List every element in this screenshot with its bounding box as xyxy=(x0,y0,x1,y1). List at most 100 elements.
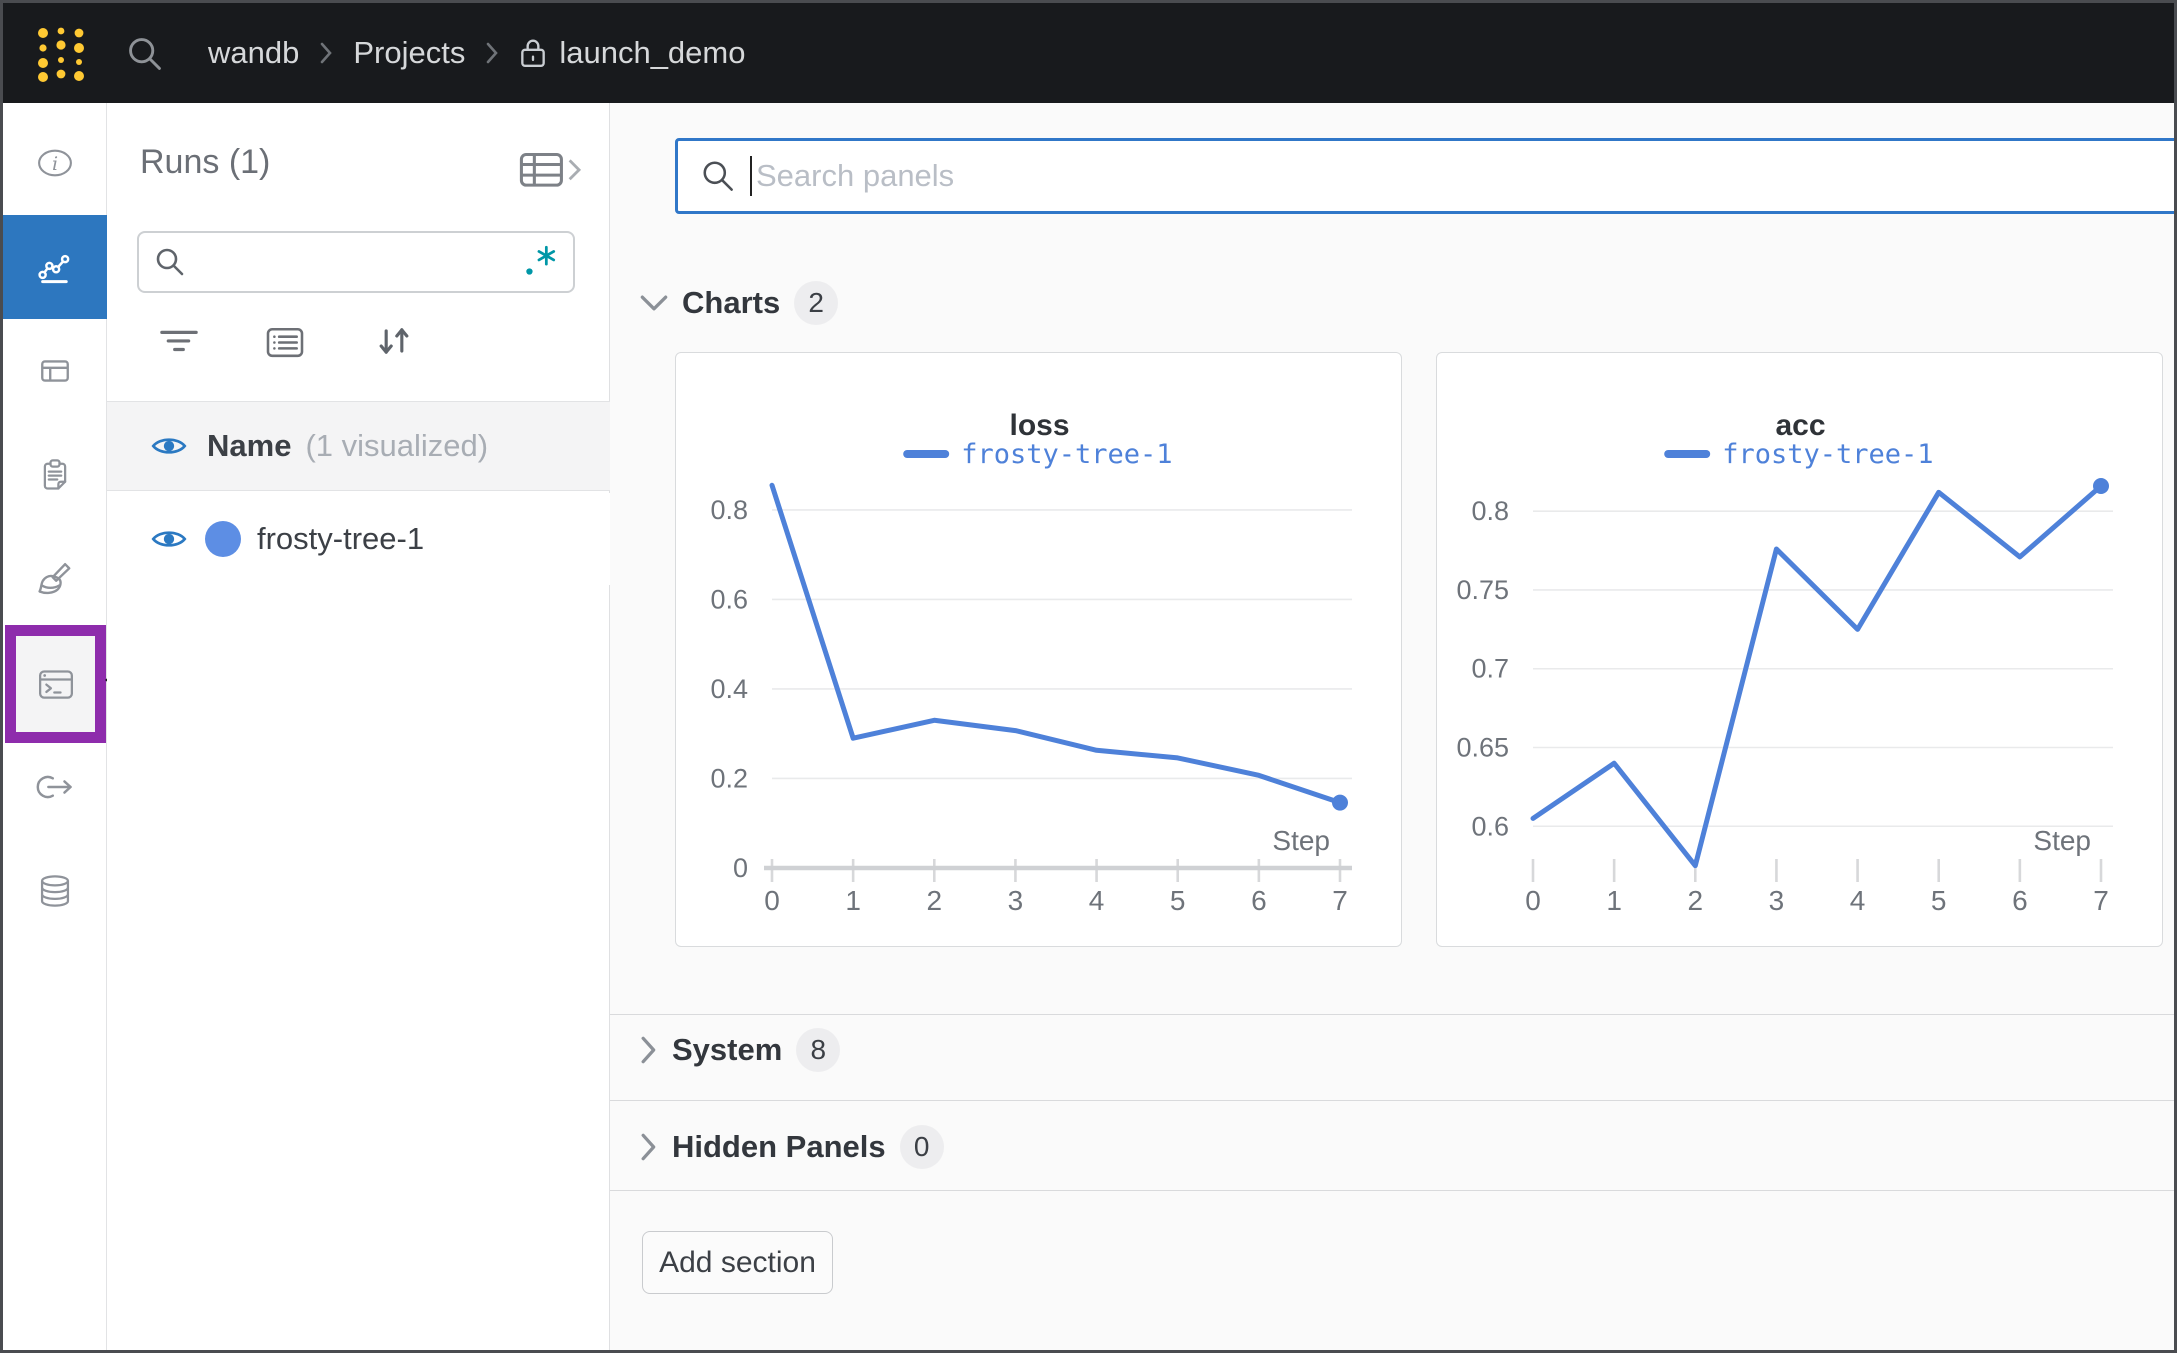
legend-label: frosty-tree-1 xyxy=(961,439,1172,470)
x-tick-label: 6 xyxy=(1251,885,1267,916)
jobs-terminal-icon xyxy=(36,667,76,701)
workspace-chart-icon xyxy=(36,249,74,285)
link-arrow-icon xyxy=(35,772,75,802)
info-icon: i xyxy=(37,146,73,180)
x-tick-label: 2 xyxy=(926,885,942,916)
x-tick-label: 3 xyxy=(1008,885,1024,916)
series-end-marker xyxy=(1332,795,1348,811)
sidebar-item-runs-table[interactable] xyxy=(3,319,107,423)
sort-icon[interactable] xyxy=(375,323,413,359)
search-icon xyxy=(153,245,187,279)
runs-list-header: Name (1 visualized) xyxy=(107,401,610,491)
section-header-system[interactable]: System 8 xyxy=(640,1028,840,1072)
chevron-right-icon xyxy=(640,1133,658,1161)
wandb-app-window: wandb Projects launch_demo xyxy=(0,0,2177,1353)
panel-card-acc[interactable]: 0.60.650.70.750.801234567Stepaccfrosty-t… xyxy=(1436,352,2163,947)
y-tick-label: 0 xyxy=(733,853,748,883)
x-axis-title: Step xyxy=(2033,825,2091,856)
global-search-icon[interactable] xyxy=(125,34,165,74)
y-tick-label: 0.6 xyxy=(710,584,748,614)
breadcrumb-separator-icon xyxy=(485,41,499,65)
section-label-system: System xyxy=(672,1032,782,1068)
x-tick-label: 6 xyxy=(2012,885,2028,916)
workspace-main: Charts 2 00.20.40.60.801234567Steplossfr… xyxy=(610,103,2177,1353)
runs-header-visualized: (1 visualized) xyxy=(305,428,488,464)
y-tick-label: 0.75 xyxy=(1456,575,1509,605)
sidebar-item-sweeps[interactable] xyxy=(3,527,107,631)
section-header-hidden-panels[interactable]: Hidden Panels 0 xyxy=(640,1125,944,1169)
list-view-icon[interactable] xyxy=(265,325,305,359)
section-divider xyxy=(610,1190,2177,1191)
y-tick-label: 0.65 xyxy=(1456,733,1509,763)
regex-toggle-icon[interactable] xyxy=(521,243,559,281)
x-tick-label: 7 xyxy=(2093,885,2109,916)
x-tick-label: 4 xyxy=(1089,885,1105,916)
x-tick-label: 0 xyxy=(764,885,780,916)
panel-card-loss[interactable]: 0 0.2 0.4 0.6 0.8 0 1 2 3 4 5 6 7Step lossfrosty-tree… xyxy=(675,352,1402,947)
series-line xyxy=(1533,486,2101,866)
add-section-button[interactable]: Add section xyxy=(642,1231,833,1294)
sidebar-item-workspace[interactable] xyxy=(3,215,107,319)
broom-icon xyxy=(36,560,74,598)
run-visibility-eye-icon[interactable] xyxy=(151,526,187,552)
sidebar-item-artifacts[interactable] xyxy=(3,839,107,943)
breadcrumb: wandb Projects launch_demo xyxy=(208,3,745,103)
section-divider xyxy=(610,1100,2177,1101)
x-tick-label: 4 xyxy=(1850,885,1866,916)
visibility-eye-icon[interactable] xyxy=(151,433,187,459)
section-count-badge: 8 xyxy=(796,1028,840,1072)
y-tick-label: 0.4 xyxy=(710,674,748,704)
section-count-badge: 2 xyxy=(794,281,838,325)
x-tick-label: 7 xyxy=(1332,885,1348,916)
breadcrumb-projects[interactable]: Projects xyxy=(353,35,465,71)
section-label-hidden-panels: Hidden Panels xyxy=(672,1129,886,1165)
runs-panel: Runs (1) xyxy=(107,103,610,1353)
legend-label: frosty-tree-1 xyxy=(1722,439,1933,470)
jobs-highlight-box[interactable] xyxy=(5,625,106,743)
section-label-charts: Charts xyxy=(682,285,780,321)
run-color-dot[interactable] xyxy=(205,521,241,557)
panel-search-box[interactable] xyxy=(675,138,2177,214)
run-row[interactable]: frosty-tree-1 xyxy=(107,493,610,585)
runs-table-expand-button[interactable] xyxy=(519,151,585,191)
x-axis-title: Step xyxy=(1272,825,1330,856)
y-tick-label: 0.7 xyxy=(1471,654,1509,684)
runs-search-box[interactable] xyxy=(137,231,575,293)
chart-title: loss xyxy=(1009,409,1069,442)
wandb-logo[interactable] xyxy=(31,23,91,83)
y-tick-label: 0.2 xyxy=(710,763,748,793)
filter-icon[interactable] xyxy=(159,327,199,357)
sidebar-item-overview[interactable]: i xyxy=(3,111,107,215)
runs-header-label: Name xyxy=(207,428,291,464)
chevron-right-icon xyxy=(640,1036,658,1064)
chevron-down-icon xyxy=(640,294,668,312)
x-tick-label: 1 xyxy=(1606,885,1622,916)
runs-search-input[interactable] xyxy=(187,245,521,280)
run-name[interactable]: frosty-tree-1 xyxy=(257,521,424,557)
section-count-badge: 0 xyxy=(900,1125,944,1169)
clipboard-icon xyxy=(37,457,73,493)
section-divider xyxy=(610,1014,2177,1015)
x-tick-label: 0 xyxy=(1525,885,1541,916)
loss-chart: 0 0.2 0.4 0.6 0.8 0 1 2 3 4 5 6 7Step lossfrosty-tree… xyxy=(676,353,1403,948)
series-line xyxy=(772,485,1340,802)
runs-panel-title: Runs (1) xyxy=(140,143,270,182)
y-tick-label: 0.6 xyxy=(1471,811,1509,841)
sidebar-item-automations[interactable] xyxy=(3,735,107,839)
database-icon xyxy=(37,873,73,909)
section-header-charts[interactable]: Charts 2 xyxy=(640,281,838,325)
x-tick-label: 5 xyxy=(1170,885,1186,916)
table-icon xyxy=(37,354,73,388)
x-tick-label: 3 xyxy=(1769,885,1785,916)
sidebar-item-reports[interactable] xyxy=(3,423,107,527)
acc-chart: 0.60.650.70.750.801234567Stepaccfrosty-t… xyxy=(1437,353,2164,948)
breadcrumb-team[interactable]: wandb xyxy=(208,35,299,71)
svg-text:i: i xyxy=(52,153,58,175)
chart-title: acc xyxy=(1775,409,1825,442)
top-bar: wandb Projects launch_demo xyxy=(3,3,2174,103)
x-tick-label: 2 xyxy=(1687,885,1703,916)
breadcrumb-project-name[interactable]: launch_demo xyxy=(559,35,745,71)
x-tick-label: 1 xyxy=(845,885,861,916)
panel-search-input[interactable] xyxy=(678,141,2177,211)
y-tick-label: 0.8 xyxy=(710,495,748,525)
